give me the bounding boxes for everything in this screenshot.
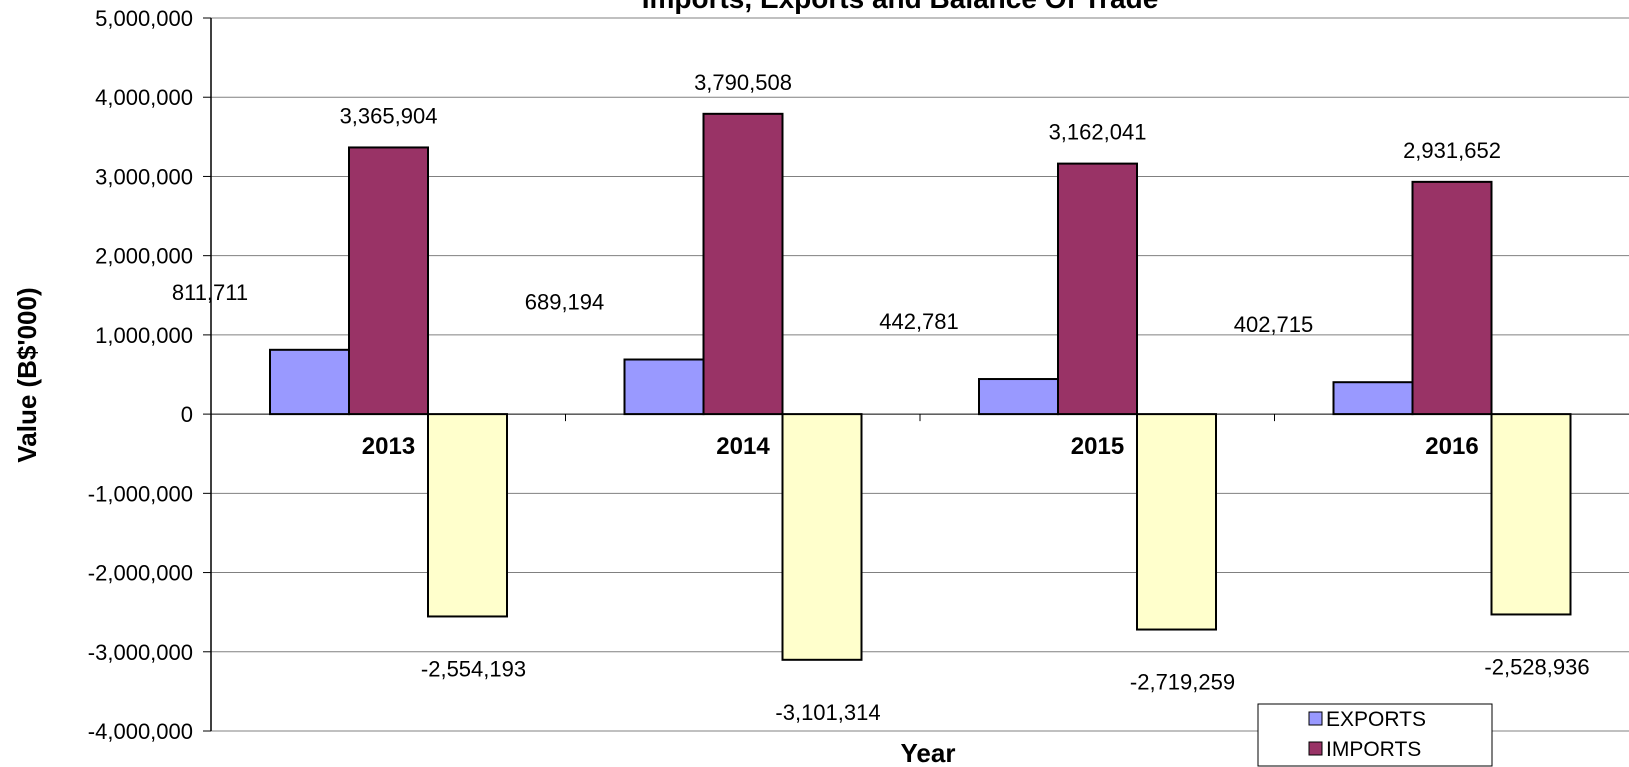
- chart-title: Imports, Exports and Balance Of Trade: [642, 0, 1159, 14]
- legend: EXPORTS IMPORTS: [1257, 703, 1493, 767]
- bar-exports-2013: [269, 348, 350, 416]
- data-label-imports-2014: 3,790,508: [694, 70, 792, 95]
- bar-exports-2016: [1332, 381, 1414, 416]
- bar-imports-2015: [1057, 162, 1138, 416]
- y-tick-label: -3,000,000: [88, 640, 193, 665]
- y-tick-label: 2,000,000: [95, 244, 193, 269]
- legend-swatch-exports: [1308, 711, 1323, 726]
- bar-balance-2015: [1136, 413, 1217, 631]
- bar-exports-2014: [623, 358, 705, 416]
- data-label-balance-2016: -2,528,936: [1484, 654, 1589, 679]
- bars: [269, 112, 1572, 661]
- legend-label-exports: EXPORTS: [1326, 708, 1426, 731]
- data-label-exports-2014: 689,194: [525, 290, 605, 315]
- legend-swatch-imports: [1308, 741, 1323, 756]
- x-category-label: 2015: [1071, 433, 1124, 460]
- legend-box: [1257, 703, 1493, 767]
- axes: 5,000,000 4,000,000 3,000,000 2,000,000 1,00…: [88, 6, 1629, 744]
- data-label-balance-2013: -2,554,193: [421, 656, 526, 681]
- bar-balance-2016: [1490, 413, 1572, 616]
- legend-label-imports: IMPORTS: [1326, 738, 1421, 761]
- data-label-exports-2013: 811,711: [172, 280, 248, 305]
- data-label-balance-2014: -3,101,314: [775, 700, 880, 725]
- y-tick-label: 1,000,000: [95, 323, 193, 348]
- bar-imports-2013: [348, 146, 429, 416]
- x-category-label: 2014: [716, 433, 770, 460]
- bar-imports-2016: [1411, 180, 1493, 416]
- bar-balance-2014: [781, 413, 863, 661]
- data-label-exports-2015: 442,781: [879, 309, 959, 334]
- y-axis-title: Value (B$'000): [12, 287, 42, 462]
- data-label-balance-2015: -2,719,259: [1130, 670, 1235, 695]
- y-tick-label: 4,000,000: [95, 85, 193, 110]
- labels: 811,711 689,194 442,781 402,715 3,365,904 3,7…: [172, 70, 1590, 725]
- x-category-label: 2016: [1425, 433, 1478, 460]
- bar-exports-2015: [978, 378, 1059, 416]
- y-tick-label: -2,000,000: [88, 561, 193, 586]
- x-axis-title: Year: [901, 738, 956, 767]
- data-label-imports-2013: 3,365,904: [340, 103, 438, 128]
- bar-balance-2013: [427, 413, 508, 618]
- data-label-exports-2016: 402,715: [1234, 312, 1314, 337]
- data-label-imports-2015: 3,162,041: [1049, 120, 1147, 145]
- y-tick-label: 3,000,000: [95, 164, 193, 189]
- y-tick-label: -4,000,000: [88, 719, 193, 744]
- x-category-label: 2013: [362, 433, 415, 460]
- y-tick-label: -1,000,000: [88, 481, 193, 506]
- bar-imports-2014: [702, 112, 784, 416]
- y-tick-label: 0: [181, 402, 193, 427]
- data-label-imports-2016: 2,931,652: [1403, 138, 1501, 163]
- y-tick-label: 5,000,000: [95, 6, 193, 31]
